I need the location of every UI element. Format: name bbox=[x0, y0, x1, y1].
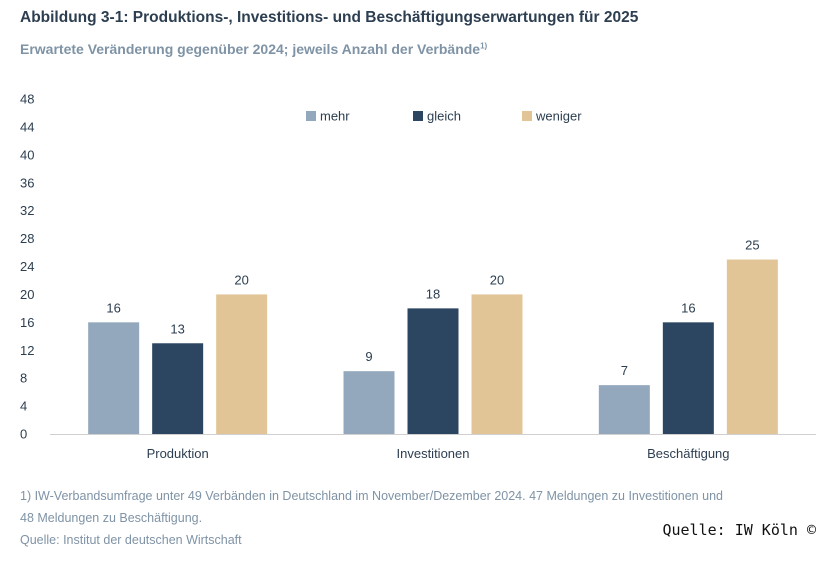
y-tick-label-48: 48 bbox=[20, 92, 34, 107]
bar-weniger-0 bbox=[216, 294, 268, 434]
bar-mehr-0 bbox=[88, 322, 140, 434]
legend-swatch-gleich bbox=[413, 111, 423, 121]
bar-weniger-1 bbox=[471, 294, 523, 434]
legend-label-weniger: weniger bbox=[535, 109, 582, 124]
bar-mehr-2 bbox=[598, 385, 650, 434]
footnote-line-2: 48 Meldungen zu Beschäftigung. bbox=[20, 511, 203, 525]
x-tick-label-1: Investitionen bbox=[397, 446, 470, 461]
y-tick-label-28: 28 bbox=[20, 231, 34, 246]
data-label-mehr-2: 7 bbox=[621, 363, 628, 378]
y-tick-label-24: 24 bbox=[20, 259, 34, 274]
y-tick-label-32: 32 bbox=[20, 203, 34, 218]
x-tick-label-2: Beschäftigung bbox=[647, 446, 729, 461]
subtitle-footnote-marker: 1) bbox=[480, 41, 488, 51]
data-label-gleich-2: 16 bbox=[681, 300, 695, 315]
footnote-line-1: 1) IW-Verbandsumfrage unter 49 Verbänden… bbox=[20, 489, 723, 503]
data-label-gleich-1: 18 bbox=[426, 286, 440, 301]
y-tick-label-0: 0 bbox=[20, 427, 27, 442]
bar-weniger-2 bbox=[726, 259, 778, 434]
y-tick-label-44: 44 bbox=[20, 119, 34, 134]
source-line: Quelle: Institut der deutschen Wirtschaf… bbox=[20, 533, 242, 547]
legend-label-mehr: mehr bbox=[320, 109, 350, 124]
data-label-mehr-0: 16 bbox=[106, 300, 120, 315]
bar-gleich-0 bbox=[152, 343, 204, 434]
legend: mehr gleich weniger bbox=[306, 109, 582, 124]
data-label-mehr-1: 9 bbox=[365, 349, 372, 364]
y-tick-label-20: 20 bbox=[20, 287, 34, 302]
x-tick-label-0: Produktion bbox=[147, 446, 209, 461]
watermark: Quelle: IW Köln © bbox=[662, 521, 816, 539]
data-label-weniger-0: 20 bbox=[234, 272, 248, 287]
y-tick-label-40: 40 bbox=[20, 147, 34, 162]
y-tick-label-4: 4 bbox=[20, 399, 27, 414]
chart-title: Abbildung 3-1: Produktions-, Investition… bbox=[20, 9, 639, 26]
y-tick-label-8: 8 bbox=[20, 371, 27, 386]
x-axis: Produktion Investitionen Beschäftigung bbox=[147, 446, 730, 461]
legend-swatch-weniger bbox=[522, 111, 532, 121]
bar-gleich-2 bbox=[662, 322, 714, 434]
y-tick-label-12: 12 bbox=[20, 343, 34, 358]
data-label-weniger-2: 25 bbox=[745, 238, 759, 253]
legend-label-gleich: gleich bbox=[427, 109, 461, 124]
y-tick-label-36: 36 bbox=[20, 175, 34, 190]
chart-subtitle: Erwartete Veränderung gegenüber 2024; je… bbox=[20, 41, 487, 57]
chart-subtitle-text: Erwartete Veränderung gegenüber 2024; je… bbox=[20, 41, 481, 57]
bar-gleich-1 bbox=[407, 308, 459, 434]
legend-swatch-mehr bbox=[306, 111, 316, 121]
data-label-weniger-1: 20 bbox=[490, 272, 504, 287]
y-tick-label-16: 16 bbox=[20, 315, 34, 330]
data-label-gleich-0: 13 bbox=[170, 321, 184, 336]
bar-mehr-1 bbox=[343, 371, 395, 434]
bars: 16 13 20 9 18 20 7 16 25 bbox=[88, 238, 778, 434]
